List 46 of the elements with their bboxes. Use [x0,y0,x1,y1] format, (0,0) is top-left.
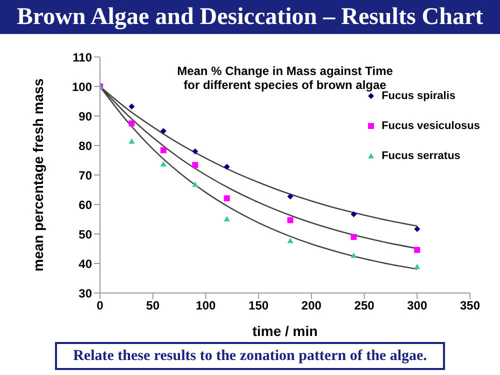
point [128,104,135,110]
point [160,161,166,166]
x-tick-label: 300 [407,298,428,313]
point [224,164,230,170]
y-tick-label: 30 [78,286,92,300]
x-tick-label: 100 [196,298,216,313]
point [414,226,420,232]
y-tick-label: 70 [78,168,92,182]
point [192,162,198,168]
y-axis-title: mean percentage fresh mass [30,78,46,272]
y-tick-label: 90 [78,109,92,124]
point [350,211,357,218]
point [192,148,198,154]
x-axis-title: time / min [252,323,318,339]
text: Relate these results to the zonation pattern of the algae. [55,342,445,370]
point [414,264,420,270]
x-tick-label: 50 [146,298,160,313]
point [224,195,230,202]
point [128,138,135,144]
y-tick-label: 110 [72,50,92,64]
point [287,238,294,244]
x-tick-label: 0 [96,298,104,313]
point [224,216,230,222]
x-tick-label: 250 [354,298,375,313]
point [350,252,357,258]
point [287,194,294,200]
chart-title: Brown Algae and Desiccation – Results Chart [0,0,500,34]
point [350,234,357,240]
y-tick-label: 60 [78,198,92,212]
point [287,217,294,224]
legend-label: Fucus vesiculosus [382,120,480,132]
y-tick-label: 40 [78,256,92,271]
y-tick-label: 80 [78,138,92,153]
y-tick-label: 50 [78,227,92,242]
y-tick-label: 100 [72,80,92,94]
point [160,147,166,154]
x-tick-label: 150 [248,298,269,313]
x-tick-label: 200 [301,298,322,313]
text: Mean % Change in Mass against Time for different species of brown algae [176,64,393,92]
point [160,128,166,134]
point [192,181,198,187]
x-tick-label: 350 [460,298,480,313]
legend-label: Fucus spiralis [382,90,456,102]
point [128,120,135,126]
point [414,246,420,253]
legend-label: Fucus serratus [382,150,460,162]
